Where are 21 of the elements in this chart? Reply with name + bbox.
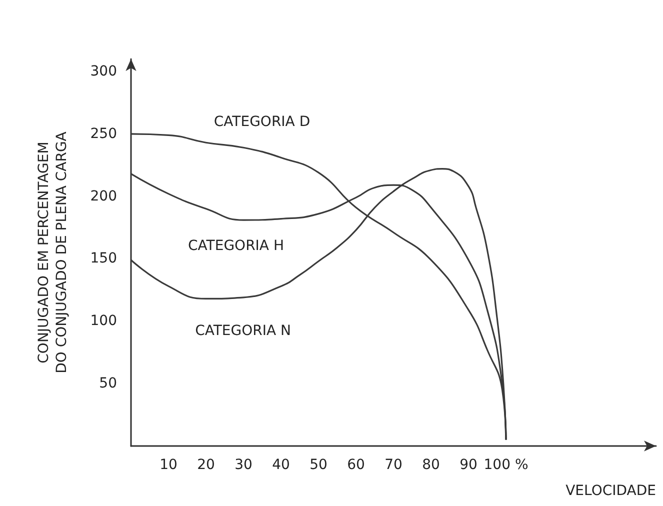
annotation: CATEGORIA D <box>214 114 310 130</box>
x-tick-label: 90 <box>460 457 478 473</box>
x-tick-label: 80 <box>422 457 440 473</box>
x-tick-label: 100 % <box>484 457 528 473</box>
y-axis-title: CONJUGADO EM PERCENTAGEM DO CONJUGADO DE PLENA CARGA <box>36 131 70 374</box>
y-tick-label: 200 <box>90 188 117 204</box>
y-tick-label: 250 <box>90 126 117 142</box>
y-tick-label: 300 <box>90 63 117 80</box>
y-tick-label: 150 <box>90 250 117 267</box>
annotation: CATEGORIA H <box>188 238 284 254</box>
y-tick-label: 50 <box>99 376 117 392</box>
annotation: CATEGORIA N <box>195 323 291 339</box>
x-tick-label: 30 <box>234 457 252 473</box>
x-tick-label: 70 <box>384 457 402 473</box>
x-tick-label: 40 <box>272 457 290 473</box>
x-tick-label: 10 <box>160 457 178 473</box>
x-axis-title: VELOCIDADE <box>566 483 656 499</box>
x-tick-label: 60 <box>347 457 365 473</box>
y-tick-label: 100 <box>90 313 117 330</box>
x-tick-label: 50 <box>310 457 328 473</box>
x-tick-label: 20 <box>197 457 215 473</box>
